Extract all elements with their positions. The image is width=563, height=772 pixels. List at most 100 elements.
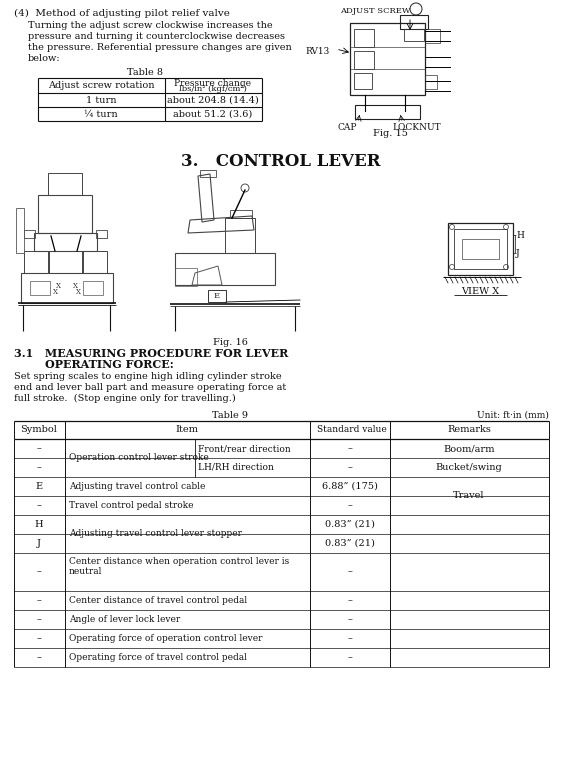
Bar	[24, 251, 49, 273]
Bar	[48, 173, 82, 195]
Bar	[354, 29, 374, 47]
Text: 0.83” (21): 0.83” (21)	[325, 520, 375, 529]
Text: –: –	[347, 596, 352, 605]
Text: LOCKNUT: LOCKNUT	[392, 123, 441, 132]
Text: about 51.2 (3.6): about 51.2 (3.6)	[173, 110, 253, 119]
Text: about 204.8 (14.4): about 204.8 (14.4)	[167, 96, 259, 105]
Text: ¼ turn: ¼ turn	[84, 110, 118, 119]
Bar	[96, 230, 107, 238]
Text: 1 turn: 1 turn	[86, 96, 116, 105]
Bar	[38, 195, 92, 233]
Text: 3.   CONTROL LEVER: 3. CONTROL LEVER	[181, 153, 381, 170]
Bar	[454, 229, 507, 269]
Text: LH/RH direction: LH/RH direction	[198, 463, 274, 472]
Bar	[48, 251, 83, 273]
Bar	[208, 290, 226, 302]
Text: E: E	[214, 292, 220, 300]
Bar	[355, 105, 420, 119]
Text: VIEW X: VIEW X	[461, 287, 499, 296]
Text: H: H	[516, 231, 524, 240]
Bar	[175, 253, 275, 285]
Bar	[425, 29, 440, 43]
Text: Bucket/swing: Bucket/swing	[436, 463, 502, 472]
Text: Operation control lever stroke: Operation control lever stroke	[69, 453, 209, 462]
Text: X: X	[53, 288, 58, 296]
Bar	[425, 75, 437, 89]
Text: Standard value: Standard value	[317, 425, 387, 434]
Bar	[230, 210, 252, 218]
Text: OPERATING FORCE:: OPERATING FORCE:	[14, 359, 174, 370]
Bar	[350, 23, 425, 95]
Text: Travel: Travel	[453, 492, 485, 500]
Text: 0.83” (21): 0.83” (21)	[325, 539, 375, 548]
Text: Turning the adjust screw clockwise increases the: Turning the adjust screw clockwise incre…	[28, 21, 272, 30]
Bar	[404, 29, 424, 41]
Text: –: –	[37, 653, 42, 662]
Text: Adjusting travel control cable: Adjusting travel control cable	[69, 482, 205, 491]
Bar	[175, 268, 197, 286]
Text: –: –	[347, 501, 352, 510]
Text: Table 8: Table 8	[127, 68, 163, 77]
Text: below:: below:	[28, 54, 61, 63]
Text: X: X	[56, 282, 61, 290]
Text: –: –	[37, 596, 42, 605]
Text: Operating force of operation control lever: Operating force of operation control lev…	[69, 634, 262, 643]
Text: ADJUST SCREW: ADJUST SCREW	[339, 7, 410, 15]
Bar	[354, 51, 374, 69]
Text: Table 9: Table 9	[212, 411, 248, 420]
Bar	[225, 218, 255, 253]
Text: Fig. 15: Fig. 15	[373, 129, 408, 138]
Text: Boom/arm: Boom/arm	[443, 444, 495, 453]
Text: neutral: neutral	[69, 567, 102, 576]
Text: Adjusting travel control lever stopper: Adjusting travel control lever stopper	[69, 530, 242, 539]
Text: X: X	[73, 282, 78, 290]
Text: –: –	[37, 567, 42, 577]
Text: J: J	[516, 249, 520, 258]
Text: –: –	[347, 567, 352, 577]
Text: Remarks: Remarks	[447, 425, 491, 434]
Text: full stroke.  (Stop engine only for travelling.): full stroke. (Stop engine only for trave…	[14, 394, 236, 403]
Text: RV13: RV13	[305, 47, 329, 56]
Text: 3.1   MEASURING PROCEDURE FOR LEVER: 3.1 MEASURING PROCEDURE FOR LEVER	[14, 348, 288, 359]
Text: –: –	[37, 615, 42, 624]
Text: J: J	[37, 539, 41, 548]
Bar	[83, 281, 103, 295]
Text: Item: Item	[176, 425, 199, 434]
Text: H: H	[35, 520, 43, 529]
Bar	[16, 208, 24, 253]
Bar	[34, 233, 97, 251]
Bar	[400, 15, 428, 29]
Text: E: E	[35, 482, 43, 491]
Text: Adjust screw rotation: Adjust screw rotation	[48, 81, 154, 90]
Text: Operating force of travel control pedal: Operating force of travel control pedal	[69, 653, 247, 662]
Text: –: –	[347, 444, 352, 453]
Text: –: –	[347, 634, 352, 643]
Text: –: –	[347, 463, 352, 472]
Bar	[448, 223, 513, 275]
Text: –: –	[37, 444, 42, 453]
Text: Symbol: Symbol	[21, 425, 57, 434]
Bar	[200, 170, 216, 177]
Text: end and lever ball part and measure operating force at: end and lever ball part and measure oper…	[14, 383, 286, 392]
Text: Set spring scales to engine high idling cylinder stroke: Set spring scales to engine high idling …	[14, 372, 282, 381]
Text: –: –	[347, 615, 352, 624]
Bar	[354, 73, 372, 89]
Bar	[82, 251, 107, 273]
Text: –: –	[37, 501, 42, 510]
Bar	[21, 273, 113, 303]
Text: Angle of lever lock lever: Angle of lever lock lever	[69, 615, 180, 624]
Text: (4)  Method of adjusting pilot relief valve: (4) Method of adjusting pilot relief val…	[14, 9, 230, 18]
Text: lbs/in² (kgf/cm²): lbs/in² (kgf/cm²)	[179, 85, 247, 93]
Bar	[30, 281, 50, 295]
Text: pressure and turning it counterclockwise decreases: pressure and turning it counterclockwise…	[28, 32, 285, 41]
Text: Fig. 16: Fig. 16	[213, 338, 247, 347]
Text: Unit: ft·in (mm): Unit: ft·in (mm)	[477, 411, 549, 420]
Text: –: –	[37, 634, 42, 643]
Bar	[24, 230, 35, 238]
Text: –: –	[37, 463, 42, 472]
Text: –: –	[347, 653, 352, 662]
Text: the pressure. Referential pressure changes are given: the pressure. Referential pressure chang…	[28, 43, 292, 52]
Text: Pressure change: Pressure change	[175, 79, 252, 88]
Text: Center distance of travel control pedal: Center distance of travel control pedal	[69, 596, 247, 605]
Text: Travel control pedal stroke: Travel control pedal stroke	[69, 501, 194, 510]
